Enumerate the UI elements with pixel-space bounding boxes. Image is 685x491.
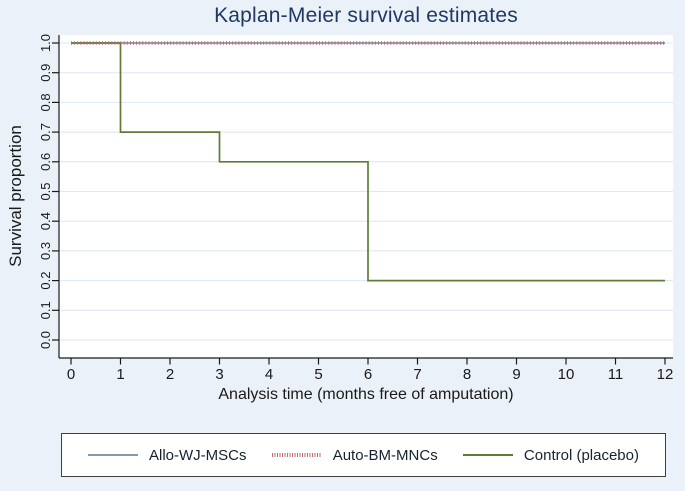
legend-label: Allo-WJ-MSCs xyxy=(149,446,247,464)
x-tick-label: 0 xyxy=(67,366,75,383)
x-tick-label: 5 xyxy=(314,366,322,383)
y-tick-label: 0.4 xyxy=(38,212,53,230)
series-line-Control (placebo) xyxy=(71,42,665,282)
x-tick-label: 3 xyxy=(215,366,223,383)
legend-item-Auto-BM-MNCs: Auto-BM-MNCs xyxy=(271,446,438,464)
x-tick-label: 6 xyxy=(364,366,372,383)
legend-label: Control (placebo) xyxy=(523,446,639,464)
y-tick-label: 0.6 xyxy=(38,153,53,171)
y-tick-label: 0.8 xyxy=(38,93,53,111)
y-tick-label: 0.5 xyxy=(38,182,53,200)
x-tick-label: 10 xyxy=(558,366,575,383)
y-tick-label: 0.7 xyxy=(38,123,53,141)
x-tick-label: 12 xyxy=(657,366,674,383)
dotted-line-swatch xyxy=(271,453,322,457)
y-axis-title: Survival proportion xyxy=(6,125,25,267)
legend-label: Auto-BM-MNCs xyxy=(332,446,438,464)
x-tick-label: 1 xyxy=(116,366,124,383)
y-tick-label: 0.9 xyxy=(38,64,53,82)
x-tick-label: 4 xyxy=(265,366,273,383)
y-tick-label: 1.0 xyxy=(38,34,53,52)
legend-item-Control (placebo): Control (placebo) xyxy=(462,446,639,464)
plot-area xyxy=(59,35,673,358)
x-axis-title: Analysis time (months free of amputation… xyxy=(218,386,514,403)
x-tick-label: 7 xyxy=(413,366,421,383)
y-tick-label: 0.3 xyxy=(38,242,53,260)
x-tick-label: 2 xyxy=(166,366,174,383)
y-tick-label: 0.2 xyxy=(38,272,53,290)
x-tick-label: 8 xyxy=(463,366,471,383)
legend-item-Allo-WJ-MSCs: Allo-WJ-MSCs xyxy=(88,447,247,464)
x-tick-label: 11 xyxy=(608,366,624,383)
y-tick-label: 0.0 xyxy=(38,331,53,349)
solid-line-swatch xyxy=(88,454,138,456)
legend: Allo-WJ-MSCs Auto-BM-MNCs Control (placebo… xyxy=(61,433,666,477)
chart-title: Kaplan-Meier survival estimates xyxy=(214,4,518,27)
x-tick-label: 9 xyxy=(512,366,520,383)
solid-line-swatch xyxy=(462,454,513,456)
y-tick-label: 0.1 xyxy=(38,301,53,319)
km-plot: 0.00.10.20.30.40.50.60.70.80.91.00 1 2 3 4 5 6… xyxy=(38,34,674,383)
